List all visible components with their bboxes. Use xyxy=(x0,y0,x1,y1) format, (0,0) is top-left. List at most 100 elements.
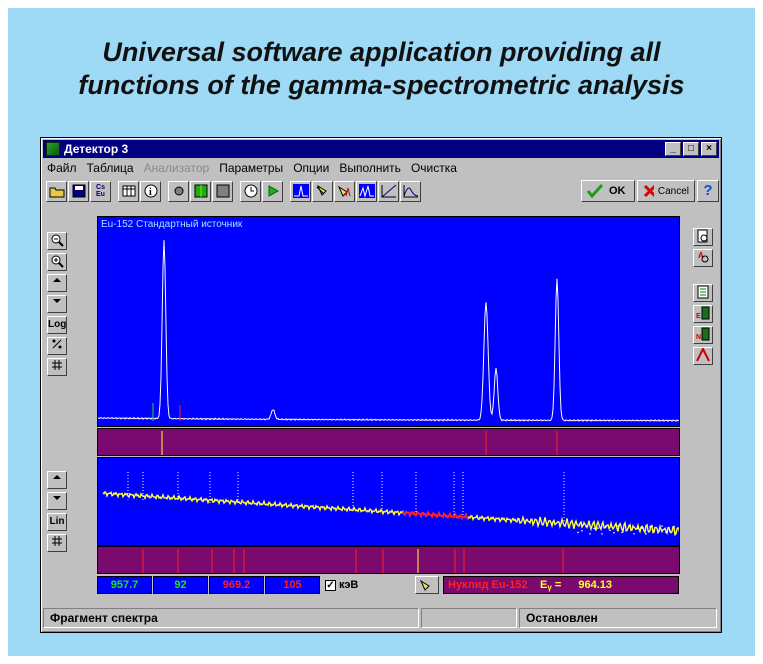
menu-bar: Файл Таблица Анализатор Параметры Опции … xyxy=(43,159,719,177)
menu-analyzer[interactable]: Анализатор xyxy=(143,161,210,175)
scale-down-button[interactable] xyxy=(47,295,67,313)
page-magnifier-icon xyxy=(697,229,708,243)
page-headline: Universal software application providing… xyxy=(0,36,763,102)
nuclide-marker-band[interactable] xyxy=(97,546,680,574)
menu-options[interactable]: Опции xyxy=(293,161,330,175)
spectrum-plot[interactable]: Eu-152 Стандартный источник xyxy=(97,216,680,427)
multi-peak-icon xyxy=(358,184,375,198)
peak-shape-button[interactable] xyxy=(693,346,713,365)
close-button[interactable]: × xyxy=(701,142,717,156)
detail-noise-dot xyxy=(577,531,579,534)
calibration-button[interactable] xyxy=(378,180,399,202)
egamma-label: E xyxy=(540,579,548,591)
title-bar[interactable]: Детектор 3 _ □ × xyxy=(43,140,719,158)
nuclide-marker-svg xyxy=(142,549,564,573)
table-icon xyxy=(122,185,135,197)
zoom-out-icon xyxy=(51,234,64,247)
kev-checkbox[interactable]: ✓ кэВ xyxy=(325,579,415,591)
acquire-button[interactable] xyxy=(190,180,211,202)
energy-right-value: 969.2 xyxy=(209,576,264,594)
toolbar: Cs Eu i xyxy=(43,178,719,204)
cs-eu-button[interactable]: Cs Eu xyxy=(90,180,111,202)
detail-noise-dot xyxy=(673,525,675,528)
egamma-equals: = xyxy=(551,579,565,591)
detail-noise-dot xyxy=(613,532,615,534)
ok-button[interactable]: OK xyxy=(581,180,635,202)
zoom-out-button[interactable] xyxy=(47,232,67,250)
status-bar: Фрагмент спектра Остановлен xyxy=(43,608,719,630)
detail-scale-up-button[interactable] xyxy=(47,471,67,489)
zoom-in-button[interactable] xyxy=(47,253,67,271)
library-button[interactable] xyxy=(693,284,713,302)
egamma-value: 964.13 xyxy=(578,579,612,591)
maximize-button[interactable]: □ xyxy=(683,142,699,156)
nuclide-search-button[interactable] xyxy=(415,576,439,594)
detail-noise-dot xyxy=(581,529,583,532)
detail-spectrum-plot[interactable] xyxy=(97,457,680,546)
kev-label: кэВ xyxy=(339,579,359,591)
multi-peak-button[interactable] xyxy=(356,180,377,202)
detail-grid-button[interactable] xyxy=(47,534,67,552)
menu-parameters[interactable]: Параметры xyxy=(219,161,284,175)
start-button[interactable] xyxy=(262,180,283,202)
detail-noise-dot xyxy=(661,525,663,527)
channel-left-value: 92 xyxy=(153,576,208,594)
energy-calib-button[interactable]: E xyxy=(693,305,713,323)
cancel-label: Cancel xyxy=(657,185,689,197)
shape-button[interactable] xyxy=(400,180,421,202)
detail-spectrum-svg xyxy=(102,472,679,537)
headline-line-2: functions of the gamma-spectrometric ana… xyxy=(78,70,685,100)
peak-search-button[interactable] xyxy=(312,180,333,202)
kev-checkbox-box[interactable]: ✓ xyxy=(325,579,336,591)
detail-noise-dot xyxy=(657,532,659,534)
help-button[interactable]: ? xyxy=(697,180,719,202)
svg-text:i: i xyxy=(149,187,152,198)
search-text-button[interactable]: A xyxy=(693,249,713,267)
menu-table[interactable]: Таблица xyxy=(86,161,134,175)
detail-noise-dot xyxy=(645,533,647,535)
scale-up-button[interactable] xyxy=(47,274,67,292)
cancel-button[interactable]: Cancel xyxy=(637,180,695,202)
menu-run[interactable]: Выполнить xyxy=(339,161,401,175)
save-button[interactable] xyxy=(68,180,89,202)
log-scale-button[interactable]: Log xyxy=(47,316,67,334)
detail-scale-down-button[interactable] xyxy=(47,492,67,510)
svg-text:N: N xyxy=(696,334,701,341)
detail-noise-dot xyxy=(617,525,619,527)
calibration-line-icon xyxy=(381,184,396,198)
info-button[interactable]: i xyxy=(140,180,161,202)
library-icon xyxy=(697,285,709,299)
timer-button[interactable] xyxy=(240,180,261,202)
grid-icon xyxy=(52,536,62,546)
energy-book-icon: E xyxy=(696,306,710,320)
detail-noise-dot xyxy=(629,525,631,528)
peak-marker-band[interactable] xyxy=(97,428,680,456)
preview-button[interactable] xyxy=(693,228,713,246)
nuclide-button[interactable]: N xyxy=(693,326,713,344)
percent-button[interactable] xyxy=(47,337,67,355)
arrow-up-icon xyxy=(53,278,61,282)
status-middle xyxy=(421,608,517,628)
status-left: Фрагмент спектра xyxy=(43,608,419,628)
grid-toggle-button[interactable] xyxy=(47,358,67,376)
minimize-button[interactable]: _ xyxy=(665,142,681,156)
circle-icon xyxy=(174,186,183,196)
spectrum-caption: Eu-152 Стандартный источник xyxy=(101,219,243,230)
peak-mark-button[interactable] xyxy=(334,180,355,202)
ok-label: OK xyxy=(609,185,626,197)
menu-clear[interactable]: Очистка xyxy=(410,161,457,175)
egamma-subscript: γ xyxy=(547,583,552,592)
nuclide-book-icon: N xyxy=(696,327,710,341)
record-button[interactable] xyxy=(168,180,189,202)
left-toolbar-bottom: Lin xyxy=(47,471,69,555)
stop-button[interactable] xyxy=(212,180,233,202)
detail-noise-dot xyxy=(621,531,623,534)
detail-noise-dot xyxy=(589,532,591,535)
open-folder-button[interactable] xyxy=(46,180,67,202)
stop-icon xyxy=(216,184,229,198)
window-title: Детектор 3 xyxy=(64,142,129,156)
spectrum-view-button[interactable] xyxy=(290,180,311,202)
table-button[interactable] xyxy=(118,180,139,202)
menu-file[interactable]: Файл xyxy=(47,161,77,175)
linear-scale-button[interactable]: Lin xyxy=(47,513,67,531)
